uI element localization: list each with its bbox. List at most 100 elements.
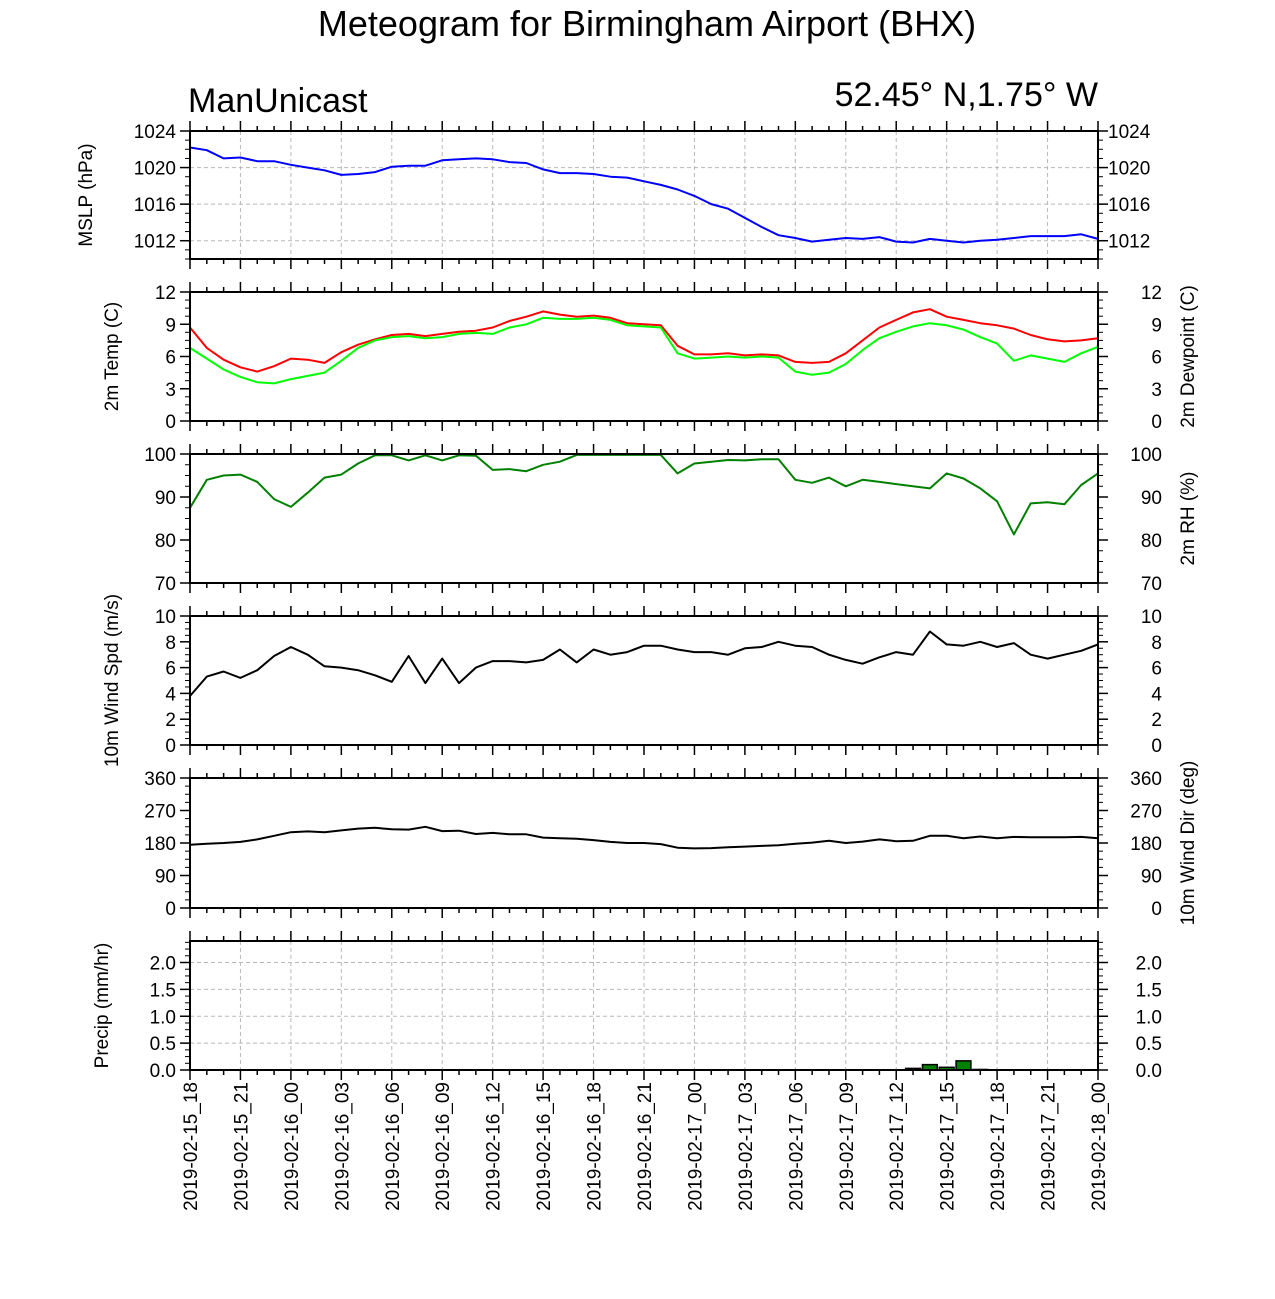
- y-tick-label-left: 2: [165, 710, 176, 731]
- y-tick-label-left: 90: [155, 488, 176, 509]
- y-tick-label-left: 6: [165, 659, 176, 680]
- chart-subtitle-right: 52.45° N,1.75° W: [835, 76, 1098, 114]
- y-tick-label-left: 0.0: [150, 1061, 176, 1082]
- y-tick-label-right: 80: [1141, 531, 1162, 552]
- y-tick-label-right: 180: [1130, 834, 1162, 855]
- series-line-2: [189, 316, 1099, 385]
- y-tick-label-left: 270: [144, 802, 176, 823]
- y-tick-label-right: 0.0: [1136, 1061, 1162, 1082]
- panel-3: 70 70 80 80 90 90 100 100 2m RH (%): [144, 444, 1199, 595]
- y-tick-label-right: 1016: [1108, 195, 1150, 216]
- x-tick-label: 2019-02-17_00: [685, 1082, 706, 1211]
- y-axis-title-right: 2m RH (%): [1178, 472, 1199, 566]
- x-tick-label: 2019-02-16_18: [585, 1082, 606, 1211]
- panel-5: 0 0 90 90 180 180 270 270 360 360 10m Wind Dir (de…: [144, 761, 1199, 926]
- y-tick-label-left: 80: [155, 531, 176, 552]
- series-line-1: [189, 146, 1099, 244]
- x-tick-label: 2019-02-17_09: [837, 1082, 858, 1211]
- x-tick-label: 2019-02-16_03: [332, 1082, 353, 1211]
- x-tick-label: 2019-02-17_06: [786, 1082, 807, 1211]
- precip-bar: [955, 1060, 972, 1071]
- y-tick-label-right: 1020: [1108, 159, 1150, 180]
- y-tick-label-right: 8: [1151, 633, 1162, 654]
- y-tick-label-right: 270: [1130, 802, 1162, 823]
- y-tick-label-left: 3: [165, 380, 176, 401]
- panel-2: 0 0 3 3 6 6 9 9 12 12 2m Temp (C) 2m Dewpoint (C): [102, 282, 1199, 433]
- y-tick-label-left: 1012: [134, 232, 176, 253]
- y-tick-label-left: 6: [165, 348, 176, 369]
- y-tick-label-left: 180: [144, 834, 176, 855]
- y-tick-label-left: 1.5: [150, 980, 176, 1001]
- x-tick-label: 2019-02-17_15: [938, 1082, 959, 1211]
- y-tick-label-left: 70: [155, 574, 176, 595]
- x-tick-label: 2019-02-17_12: [887, 1082, 908, 1211]
- y-tick-label-right: 1.0: [1136, 1007, 1162, 1028]
- x-tick-label: 2019-02-17_03: [736, 1082, 757, 1211]
- x-axis-labels: 2019-02-15_18 2019-02-15_21 2019-02-16_00 2…: [181, 1082, 1110, 1211]
- y-tick-label-right: 1.5: [1136, 980, 1162, 1001]
- y-tick-label-left: 1024: [134, 122, 177, 143]
- y-tick-label-right: 9: [1151, 315, 1162, 336]
- series-line-1: [189, 453, 1099, 536]
- y-tick-label-right: 0.5: [1136, 1034, 1162, 1055]
- y-tick-label-right: 1024: [1108, 122, 1151, 143]
- x-tick-label: 2019-02-18_00: [1089, 1082, 1110, 1211]
- y-tick-label-left: 0.5: [150, 1034, 176, 1055]
- y-axis-title-left: 2m Temp (C): [102, 302, 123, 411]
- y-tick-label-left: 12: [155, 283, 176, 304]
- y-tick-label-left: 10: [155, 607, 176, 628]
- y-tick-label-right: 0: [1151, 412, 1162, 433]
- y-tick-label-right: 90: [1141, 867, 1162, 888]
- x-tick-label: 2019-02-16_15: [534, 1082, 555, 1211]
- panel-1: 1012 1012 1016 1016 1020 1020 1024 1024 MSLP (hP…: [76, 121, 1151, 269]
- y-tick-label-left: 1016: [134, 195, 176, 216]
- panel-frame: [189, 615, 1099, 746]
- y-tick-label-left: 8: [165, 633, 176, 654]
- y-axis-title-right: 2m Dewpoint (C): [1178, 285, 1199, 428]
- y-axis-title-left: 10m Wind Spd (m/s): [102, 594, 123, 767]
- y-tick-label-right: 70: [1141, 574, 1162, 595]
- y-axis-title-right: 10m Wind Dir (deg): [1178, 761, 1199, 926]
- y-tick-label-left: 1020: [134, 159, 176, 180]
- panel-4: 0 0 2 2 4 4 6 6 8 8 10 10 10m Wind Spd (m/s): [102, 594, 1162, 767]
- y-tick-label-left: 4: [165, 684, 176, 705]
- series-line-1: [189, 630, 1099, 697]
- y-tick-label-left: 2.0: [150, 954, 176, 975]
- x-tick-label: 2019-02-16_00: [282, 1082, 303, 1211]
- panel-6: 0.0 0.0 0.5 0.5 1.0 1.0 1.5 1.5 2.0 2.0 Precip (mm…: [92, 931, 1162, 1082]
- y-tick-label-right: 0: [1151, 736, 1162, 757]
- y-tick-label-right: 2.0: [1136, 954, 1162, 975]
- chart-subtitle-left: ManUnicast: [188, 82, 368, 120]
- y-tick-label-right: 10: [1141, 607, 1162, 628]
- y-tick-label-right: 2: [1151, 710, 1162, 731]
- y-tick-label-right: 100: [1130, 445, 1162, 466]
- y-axis-title-left: Precip (mm/hr): [92, 943, 113, 1069]
- y-tick-label-right: 6: [1151, 659, 1162, 680]
- series-line-1: [189, 308, 1099, 373]
- y-tick-label-right: 12: [1141, 283, 1162, 304]
- x-tick-label: 2019-02-16_09: [433, 1082, 454, 1211]
- y-tick-label-left: 360: [144, 769, 176, 790]
- y-axis-title-left: MSLP (hPa): [76, 143, 97, 246]
- panel-frame: [189, 291, 1099, 422]
- y-tick-label-right: 1012: [1108, 232, 1150, 253]
- y-tick-label-right: 3: [1151, 380, 1162, 401]
- x-tick-label: 2019-02-16_12: [484, 1082, 505, 1211]
- y-tick-label-left: 100: [144, 445, 176, 466]
- y-tick-label-left: 9: [165, 315, 176, 336]
- x-tick-label: 2019-02-16_06: [383, 1082, 404, 1211]
- y-tick-label-right: 360: [1130, 769, 1162, 790]
- x-tick-label: 2019-02-17_18: [988, 1082, 1009, 1211]
- x-tick-label: 2019-02-16_21: [635, 1082, 656, 1211]
- x-tick-label: 2019-02-15_18: [181, 1082, 202, 1211]
- y-tick-label-left: 90: [155, 867, 176, 888]
- chart-title: Meteogram for Birmingham Airport (BHX): [318, 3, 976, 44]
- y-tick-label-right: 4: [1151, 684, 1162, 705]
- x-tick-label: 2019-02-15_21: [231, 1082, 252, 1211]
- y-tick-label-left: 0: [165, 736, 176, 757]
- y-tick-label-left: 0: [165, 412, 176, 433]
- y-tick-label-left: 0: [165, 899, 176, 920]
- y-tick-label-left: 1.0: [150, 1007, 176, 1028]
